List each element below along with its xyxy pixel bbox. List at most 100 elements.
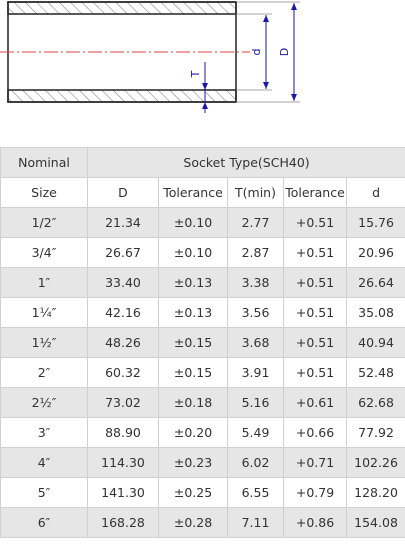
pipe-bottom-wall xyxy=(7,89,237,103)
od-cell: 73.02 xyxy=(87,387,159,418)
table-row: 3″ 88.90 ±0.20 5.49 +0.66 77.92 xyxy=(0,417,405,448)
inner-diameter-cell: 20.96 xyxy=(345,237,405,268)
inner-diameter-cell: 128.20 xyxy=(345,477,405,508)
table-row: 2½″ 73.02 ±0.18 5.16 +0.61 62.68 xyxy=(0,387,405,418)
wall-thickness-cell: 5.49 xyxy=(227,417,284,448)
dimension-D-label: D xyxy=(278,48,291,56)
od-tolerance-cell: ±0.18 xyxy=(158,387,228,418)
wall-thickness-cell: 7.11 xyxy=(227,507,284,538)
header-size: Size xyxy=(0,177,88,208)
size-cell: 1½″ xyxy=(0,327,88,358)
size-cell: 1¼″ xyxy=(0,297,88,328)
dimension-d-arrow-top xyxy=(263,15,269,22)
table-row: 1/2″ 21.34 ±0.10 2.77 +0.51 15.76 xyxy=(0,207,405,238)
inner-diameter-cell: 62.68 xyxy=(345,387,405,418)
dimension-D-arrow-bottom xyxy=(291,94,297,101)
dimension-T-arrow-bottom xyxy=(202,102,208,109)
od-tolerance-cell: ±0.15 xyxy=(158,357,228,388)
table-row: 3/4″ 26.67 ±0.10 2.87 +0.51 20.96 xyxy=(0,237,405,268)
od-tolerance-cell: ±0.13 xyxy=(158,267,228,298)
socket-spec-table: Nominal Socket Type(SCH40) Size D Tolera… xyxy=(0,147,405,538)
spec-table-body: Nominal Socket Type(SCH40) Size D Tolera… xyxy=(0,147,405,538)
wall-thickness-cell: 6.02 xyxy=(227,447,284,478)
size-cell: 1/2″ xyxy=(0,207,88,238)
t-tolerance-cell: +0.79 xyxy=(283,477,347,508)
header-outer-diameter: D xyxy=(87,177,159,208)
od-tolerance-cell: ±0.10 xyxy=(158,237,228,268)
size-cell: 2½″ xyxy=(0,387,88,418)
od-cell: 60.32 xyxy=(87,357,159,388)
t-tolerance-cell: +0.51 xyxy=(283,357,347,388)
wall-thickness-cell: 3.56 xyxy=(227,297,284,328)
inner-diameter-cell: 40.94 xyxy=(345,327,405,358)
od-cell: 48.26 xyxy=(87,327,159,358)
inner-diameter-cell: 35.08 xyxy=(345,297,405,328)
inner-diameter-cell: 15.76 xyxy=(345,207,405,238)
table-row: 1¼″ 42.16 ±0.13 3.56 +0.51 35.08 xyxy=(0,297,405,328)
od-cell: 21.34 xyxy=(87,207,159,238)
t-tolerance-cell: +0.51 xyxy=(283,207,347,238)
od-tolerance-cell: ±0.10 xyxy=(158,207,228,238)
od-tolerance-cell: ±0.13 xyxy=(158,297,228,328)
header-row-2: Size D Tolerance T(min) Tolerance d xyxy=(0,177,405,208)
header-nominal: Nominal xyxy=(0,147,88,178)
od-cell: 114.30 xyxy=(87,447,159,478)
dimension-d-label: d xyxy=(250,49,263,56)
header-wall-thickness: T(min) xyxy=(227,177,284,208)
inner-diameter-cell: 52.48 xyxy=(345,357,405,388)
t-tolerance-cell: +0.86 xyxy=(283,507,347,538)
od-tolerance-cell: ±0.20 xyxy=(158,417,228,448)
table-row: 1½″ 48.26 ±0.15 3.68 +0.51 40.94 xyxy=(0,327,405,358)
wall-thickness-cell: 2.77 xyxy=(227,207,284,238)
size-cell: 6″ xyxy=(0,507,88,538)
dimension-T-arrow-top xyxy=(202,83,208,90)
od-tolerance-cell: ±0.25 xyxy=(158,477,228,508)
od-tolerance-cell: ±0.15 xyxy=(158,327,228,358)
header-t-tolerance: Tolerance xyxy=(283,177,347,208)
wall-thickness-cell: 2.87 xyxy=(227,237,284,268)
table-row: 4″ 114.30 ±0.23 6.02 +0.71 102.26 xyxy=(0,447,405,478)
inner-diameter-cell: 26.64 xyxy=(345,267,405,298)
size-cell: 3″ xyxy=(0,417,88,448)
dimension-T-label: T xyxy=(189,70,202,78)
pipe-cross-section-diagram: D d T xyxy=(0,0,405,145)
od-cell: 42.16 xyxy=(87,297,159,328)
t-tolerance-cell: +0.51 xyxy=(283,327,347,358)
table-row: 6″ 168.28 ±0.28 7.11 +0.86 154.08 xyxy=(0,507,405,538)
table-row: 1″ 33.40 ±0.13 3.38 +0.51 26.64 xyxy=(0,267,405,298)
inner-diameter-cell: 102.26 xyxy=(345,447,405,478)
wall-thickness-cell: 5.16 xyxy=(227,387,284,418)
t-tolerance-cell: +0.51 xyxy=(283,237,347,268)
od-cell: 168.28 xyxy=(87,507,159,538)
table-row: 2″ 60.32 ±0.15 3.91 +0.51 52.48 xyxy=(0,357,405,388)
wall-thickness-cell: 3.38 xyxy=(227,267,284,298)
t-tolerance-cell: +0.51 xyxy=(283,297,347,328)
pipe-drawing: D d T xyxy=(0,1,300,113)
wall-thickness-cell: 3.91 xyxy=(227,357,284,388)
t-tolerance-cell: +0.61 xyxy=(283,387,347,418)
size-cell: 1″ xyxy=(0,267,88,298)
size-cell: 3/4″ xyxy=(0,237,88,268)
od-cell: 33.40 xyxy=(87,267,159,298)
od-cell: 88.90 xyxy=(87,417,159,448)
od-cell: 26.67 xyxy=(87,237,159,268)
od-tolerance-cell: ±0.28 xyxy=(158,507,228,538)
header-socket-type: Socket Type(SCH40) xyxy=(86,147,405,178)
od-tolerance-cell: ±0.23 xyxy=(158,447,228,478)
t-tolerance-cell: +0.71 xyxy=(283,447,347,478)
wall-thickness-cell: 6.55 xyxy=(227,477,284,508)
dimension-d-arrow-bottom xyxy=(263,82,269,89)
header-inner-diameter: d xyxy=(345,177,405,208)
inner-diameter-cell: 154.08 xyxy=(345,507,405,538)
pipe-top-wall xyxy=(7,1,237,15)
header-od-tolerance: Tolerance xyxy=(158,177,228,208)
od-cell: 141.30 xyxy=(87,477,159,508)
inner-diameter-cell: 77.92 xyxy=(345,417,405,448)
t-tolerance-cell: +0.51 xyxy=(283,267,347,298)
table-row: 5″ 141.30 ±0.25 6.55 +0.79 128.20 xyxy=(0,477,405,508)
size-cell: 2″ xyxy=(0,357,88,388)
size-cell: 5″ xyxy=(0,477,88,508)
header-row-1: Nominal Socket Type(SCH40) xyxy=(0,147,405,178)
dimension-D-arrow-top xyxy=(291,3,297,10)
size-cell: 4″ xyxy=(0,447,88,478)
